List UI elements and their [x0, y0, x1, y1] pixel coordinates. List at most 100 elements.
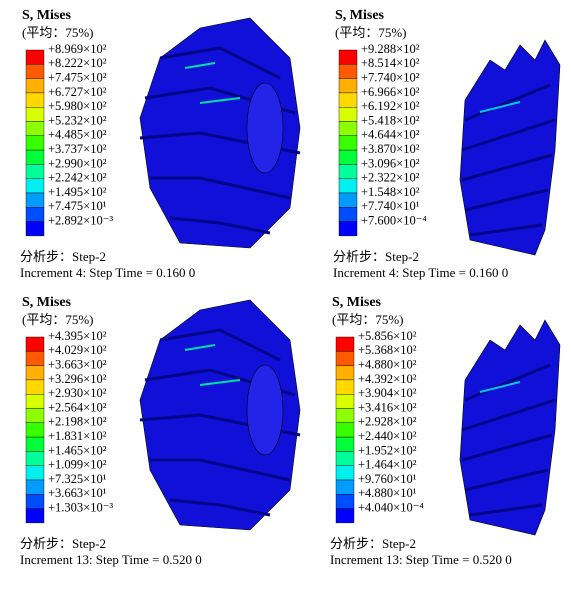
legend-label: +7.325×10¹ — [48, 472, 107, 486]
legend-label: +1.465×10² — [48, 443, 107, 457]
step-label: 分析步：Step-2 — [330, 536, 416, 551]
legend-swatch — [335, 451, 355, 466]
legend-label: +4.040×10⁻⁴ — [358, 500, 424, 514]
legend-swatch — [25, 149, 45, 165]
legend-subtitle: (平均：75%) — [332, 312, 404, 327]
legend-label: +2.892×10⁻³ — [48, 213, 113, 227]
legend-label: +4.392×10² — [358, 372, 417, 386]
legend-label: +4.880×10² — [358, 357, 417, 371]
legend-swatch — [335, 351, 355, 366]
legend-label: +2.440×10² — [358, 429, 417, 443]
legend-swatch — [335, 408, 355, 424]
legend-swatch — [335, 422, 355, 438]
legend-label: +5.418×10² — [361, 113, 420, 127]
legend-label: +1.495×10² — [48, 185, 107, 199]
legend-title: S, Mises — [22, 8, 72, 23]
legend-swatch — [25, 465, 45, 481]
legend-swatch — [335, 465, 355, 481]
legend-swatch — [338, 164, 358, 179]
legend-label: +6.966×10² — [361, 85, 420, 99]
legend-swatch — [338, 192, 358, 208]
step-label: 分析步：Step-2 — [333, 249, 419, 264]
legend-subtitle: (平均：75%) — [22, 312, 94, 327]
legend-swatch — [335, 436, 355, 452]
legend-swatch — [338, 207, 358, 222]
legend-swatch — [25, 508, 45, 524]
legend-subtitle: (平均：75%) — [335, 25, 407, 40]
legend-swatch — [338, 78, 358, 94]
legend-swatch — [25, 365, 45, 381]
legend-swatch — [25, 336, 45, 352]
legend-swatch — [25, 479, 45, 495]
legend-swatch — [335, 394, 355, 409]
legend-swatch — [25, 379, 45, 395]
legend-label: +4.485×10² — [48, 128, 107, 142]
legend-swatch — [25, 121, 45, 137]
legend-swatch — [335, 479, 355, 495]
legend-label: +7.600×10⁻⁴ — [361, 213, 427, 227]
legend-label: +1.831×10² — [48, 429, 107, 443]
legend-label: +1.464×10² — [358, 458, 417, 472]
legend-label: +3.663×10¹ — [48, 486, 107, 500]
legend-swatch — [338, 178, 358, 194]
legend-label: +4.880×10¹ — [358, 486, 417, 500]
legend-swatch — [335, 508, 355, 524]
legend-swatch — [338, 106, 358, 122]
legend-label: +7.740×10¹ — [361, 199, 420, 213]
legend-label: +2.930×10² — [48, 386, 107, 400]
legend-swatch — [25, 49, 45, 65]
legend-swatch — [25, 394, 45, 409]
gear-model — [458, 38, 562, 257]
legend-label: +3.737×10² — [48, 142, 107, 156]
legend-swatch — [25, 221, 45, 237]
legend-label: +1.952×10² — [358, 443, 417, 457]
legend-label: +8.222×10² — [48, 56, 107, 70]
legend-swatch — [338, 49, 358, 65]
legend-swatch — [25, 351, 45, 366]
legend-swatch — [25, 178, 45, 194]
legend-swatch — [25, 78, 45, 94]
legend-swatch — [25, 436, 45, 452]
legend-swatch — [338, 135, 358, 151]
legend-swatch — [335, 365, 355, 381]
legend-label: +2.928×10² — [358, 415, 417, 429]
increment-label: Increment 4: Step Time = 0.160 0 — [20, 265, 195, 280]
legend-label: +3.663×10² — [48, 357, 107, 371]
legend-label: +2.198×10² — [48, 415, 107, 429]
legend-swatch — [25, 207, 45, 222]
legend-subtitle: (平均：75%) — [22, 25, 94, 40]
legend-label: +5.232×10² — [48, 113, 107, 127]
legend-swatch — [335, 336, 355, 352]
legend-swatch — [25, 408, 45, 424]
legend-swatch — [25, 164, 45, 179]
legend-label: +3.904×10² — [358, 386, 417, 400]
legend-label: +2.242×10² — [48, 171, 107, 185]
legend-swatch — [335, 494, 355, 509]
legend-swatch — [338, 92, 358, 108]
legend-swatch — [335, 379, 355, 395]
increment-label: Increment 4: Step Time = 0.160 0 — [333, 265, 508, 280]
legend-swatch — [338, 121, 358, 137]
legend-label: +6.192×10² — [361, 99, 420, 113]
legend-title: S, Mises — [335, 8, 385, 23]
legend-label: +4.395×10² — [48, 329, 107, 343]
increment-label: Increment 13: Step Time = 0.520 0 — [330, 552, 512, 567]
legend-label: +9.288×10² — [361, 42, 420, 56]
legend-swatch — [25, 106, 45, 122]
legend-swatch — [25, 92, 45, 108]
legend-label: +3.416×10² — [358, 400, 417, 414]
legend-swatch — [25, 451, 45, 466]
legend-swatch — [25, 494, 45, 509]
legend-swatch — [25, 422, 45, 438]
legend-swatch — [338, 64, 358, 79]
legend-title: S, Mises — [332, 295, 382, 310]
legend-label: +7.475×10² — [48, 70, 107, 84]
legend-label: +3.870×10² — [361, 142, 420, 156]
increment-label: Increment 13: Step Time = 0.520 0 — [20, 552, 202, 567]
legend-label: +8.969×10² — [48, 42, 107, 56]
legend-label: +8.514×10² — [361, 56, 420, 70]
legend-label: +2.990×10² — [48, 156, 107, 170]
legend-swatch — [25, 64, 45, 79]
legend-label: +3.096×10² — [361, 156, 420, 170]
